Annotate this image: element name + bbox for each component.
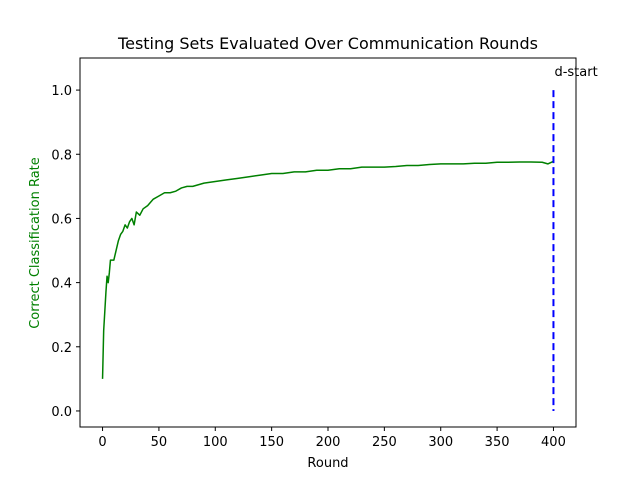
x-tick-label-2: 100: [203, 435, 228, 450]
x-tick-label-5: 250: [372, 435, 397, 450]
x-tick-label-7: 350: [485, 435, 510, 450]
y-tick-label-1: 0.2: [51, 341, 72, 356]
y-tick-label-4: 0.8: [51, 148, 72, 163]
y-tick-label-5: 1.0: [51, 84, 72, 99]
x-axis-label: Round: [307, 456, 348, 471]
x-tick-label-8: 400: [541, 435, 566, 450]
y-tick-label-3: 0.6: [51, 212, 72, 227]
plot-frame: [79, 57, 577, 428]
d-start-label: d-start: [554, 65, 597, 80]
x-tick-label-1: 50: [151, 435, 168, 450]
y-tick-label-2: 0.4: [51, 277, 72, 292]
x-tick-label-6: 300: [428, 435, 453, 450]
x-tick-label-3: 150: [259, 435, 284, 450]
y-axis-label: Correct Classification Rate: [28, 157, 43, 329]
x-tick-label-0: 0: [98, 435, 106, 450]
series-line-0: [101, 160, 554, 379]
chart-title: Testing Sets Evaluated Over Communicatio…: [117, 34, 538, 53]
x-tick-label-4: 200: [316, 435, 341, 450]
y-tick-label-0: 0.0: [51, 405, 72, 420]
plot-area: 0 50 100 150 200 250 300 350 400 0.0 0.2 0.4 0.6 0.8 1…: [51, 57, 598, 450]
